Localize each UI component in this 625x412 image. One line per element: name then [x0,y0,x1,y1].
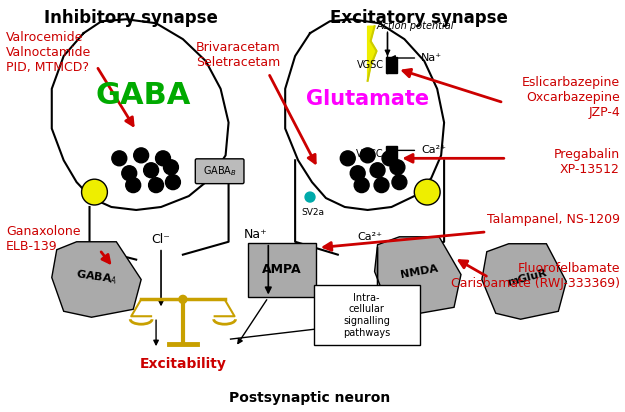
Text: Intra-
cellular
signalling
pathways: Intra- cellular signalling pathways [343,293,390,338]
Circle shape [340,151,355,166]
Text: Glutamate: Glutamate [306,89,429,109]
Circle shape [144,163,159,178]
Text: Ca²⁺: Ca²⁺ [421,145,446,155]
Circle shape [149,178,164,192]
Circle shape [305,192,315,202]
Text: mGluR: mGluR [506,267,548,288]
Text: Cl⁻: Cl⁻ [152,233,171,246]
Circle shape [156,151,171,166]
Circle shape [164,160,178,175]
Circle shape [390,160,405,175]
Text: VGSC: VGSC [356,60,384,70]
Text: SV2a: SV2a [301,208,324,217]
Text: Excitatory synapse: Excitatory synapse [331,9,508,27]
Text: Action potential: Action potential [376,21,454,31]
Circle shape [166,175,181,190]
Text: Postsynaptic neuron: Postsynaptic neuron [229,391,391,405]
Text: Pregabalin
XP-13512: Pregabalin XP-13512 [554,148,620,176]
Polygon shape [482,244,566,319]
FancyBboxPatch shape [195,159,244,184]
Text: Excitability: Excitability [139,357,226,371]
Bar [386,57,398,73]
Text: GABA$_A$: GABA$_A$ [75,268,118,287]
Circle shape [112,151,127,166]
Circle shape [374,178,389,192]
Text: Ca²⁺: Ca²⁺ [357,232,382,242]
Circle shape [370,163,385,178]
Text: Fluorofelbamate
Carisbamate (RWJ-333369): Fluorofelbamate Carisbamate (RWJ-333369) [451,262,620,290]
Text: VGCC: VGCC [356,150,384,159]
Bar [248,243,316,297]
Circle shape [179,295,187,303]
Text: Brivaracetam
Seletracetam: Brivaracetam Seletracetam [196,41,281,69]
Text: GABA: GABA [96,81,191,110]
Text: Ganaxolone
ELB-139: Ganaxolone ELB-139 [6,225,81,253]
Bar [386,146,398,162]
Circle shape [350,166,365,181]
Text: AMPA: AMPA [262,263,302,276]
Circle shape [360,148,375,163]
Text: Valrocemide
Valnoctamide
PID, MTMCD?: Valrocemide Valnoctamide PID, MTMCD? [6,31,91,74]
Circle shape [126,178,141,192]
Text: Eslicarbazepine
Oxcarbazepine
JZP-4: Eslicarbazepine Oxcarbazepine JZP-4 [522,76,620,119]
Polygon shape [368,26,377,81]
Text: Na⁺: Na⁺ [421,53,442,63]
FancyBboxPatch shape [314,286,420,345]
Text: NMDA: NMDA [399,263,439,280]
Text: Inhibitory synapse: Inhibitory synapse [44,9,218,27]
Circle shape [122,166,137,181]
Text: GABA$_B$: GABA$_B$ [202,164,237,178]
Circle shape [134,148,149,163]
Text: Talampanel, NS-1209: Talampanel, NS-1209 [487,213,620,226]
Polygon shape [52,242,141,317]
Circle shape [82,179,107,205]
Circle shape [414,179,440,205]
Circle shape [354,178,369,192]
Circle shape [392,175,407,190]
Text: Na⁺: Na⁺ [244,228,268,241]
Circle shape [382,151,397,166]
Polygon shape [374,237,461,314]
